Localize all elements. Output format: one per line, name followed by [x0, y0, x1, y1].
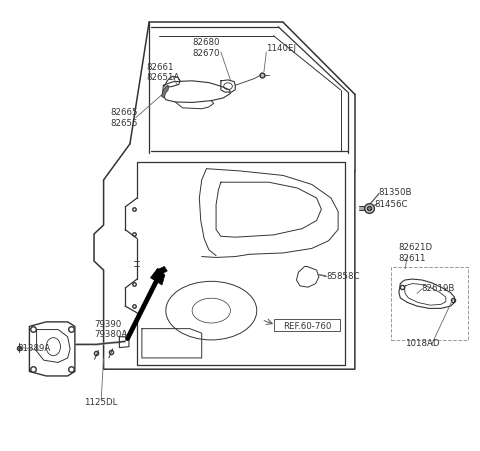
Polygon shape — [157, 267, 167, 275]
Text: 82621D
82611: 82621D 82611 — [398, 243, 432, 262]
Text: 85858C: 85858C — [326, 272, 360, 281]
Text: 82661
82651A: 82661 82651A — [147, 63, 180, 83]
Text: 82619B: 82619B — [422, 283, 455, 292]
Polygon shape — [151, 269, 165, 285]
Text: 81456C: 81456C — [374, 199, 408, 208]
Text: 1018AD: 1018AD — [405, 338, 439, 347]
Text: REF.60-760: REF.60-760 — [283, 321, 332, 330]
Text: 1140EJ: 1140EJ — [266, 43, 296, 52]
Text: 81389A: 81389A — [17, 343, 51, 352]
Polygon shape — [161, 86, 168, 99]
Text: 1125DL: 1125DL — [84, 397, 118, 406]
Text: 82665
82655: 82665 82655 — [111, 108, 138, 127]
Text: 82680
82670: 82680 82670 — [193, 38, 220, 58]
Text: 79390
79380A: 79390 79380A — [94, 319, 127, 339]
Text: 81350B: 81350B — [379, 187, 412, 196]
